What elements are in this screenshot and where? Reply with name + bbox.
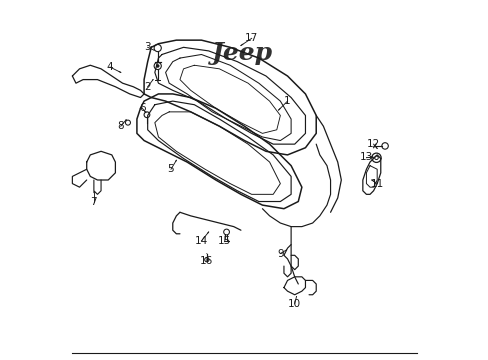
Text: 13: 13	[359, 152, 372, 162]
Text: 3: 3	[144, 42, 151, 52]
Text: 17: 17	[244, 33, 258, 43]
Text: 4: 4	[106, 62, 113, 72]
Text: 16: 16	[200, 256, 213, 266]
Text: 8: 8	[117, 121, 124, 131]
Text: 5: 5	[167, 164, 174, 174]
Text: 1: 1	[284, 96, 290, 106]
Circle shape	[156, 65, 159, 67]
Text: 7: 7	[90, 197, 97, 207]
Text: Jeep: Jeep	[212, 41, 273, 65]
Text: 11: 11	[370, 179, 383, 189]
Text: 14: 14	[194, 236, 208, 246]
Text: 9: 9	[277, 248, 283, 258]
Text: 10: 10	[287, 299, 301, 309]
Text: 15: 15	[218, 236, 231, 246]
Text: 6: 6	[139, 103, 145, 113]
Text: 2: 2	[144, 82, 151, 92]
Text: 12: 12	[366, 139, 380, 149]
